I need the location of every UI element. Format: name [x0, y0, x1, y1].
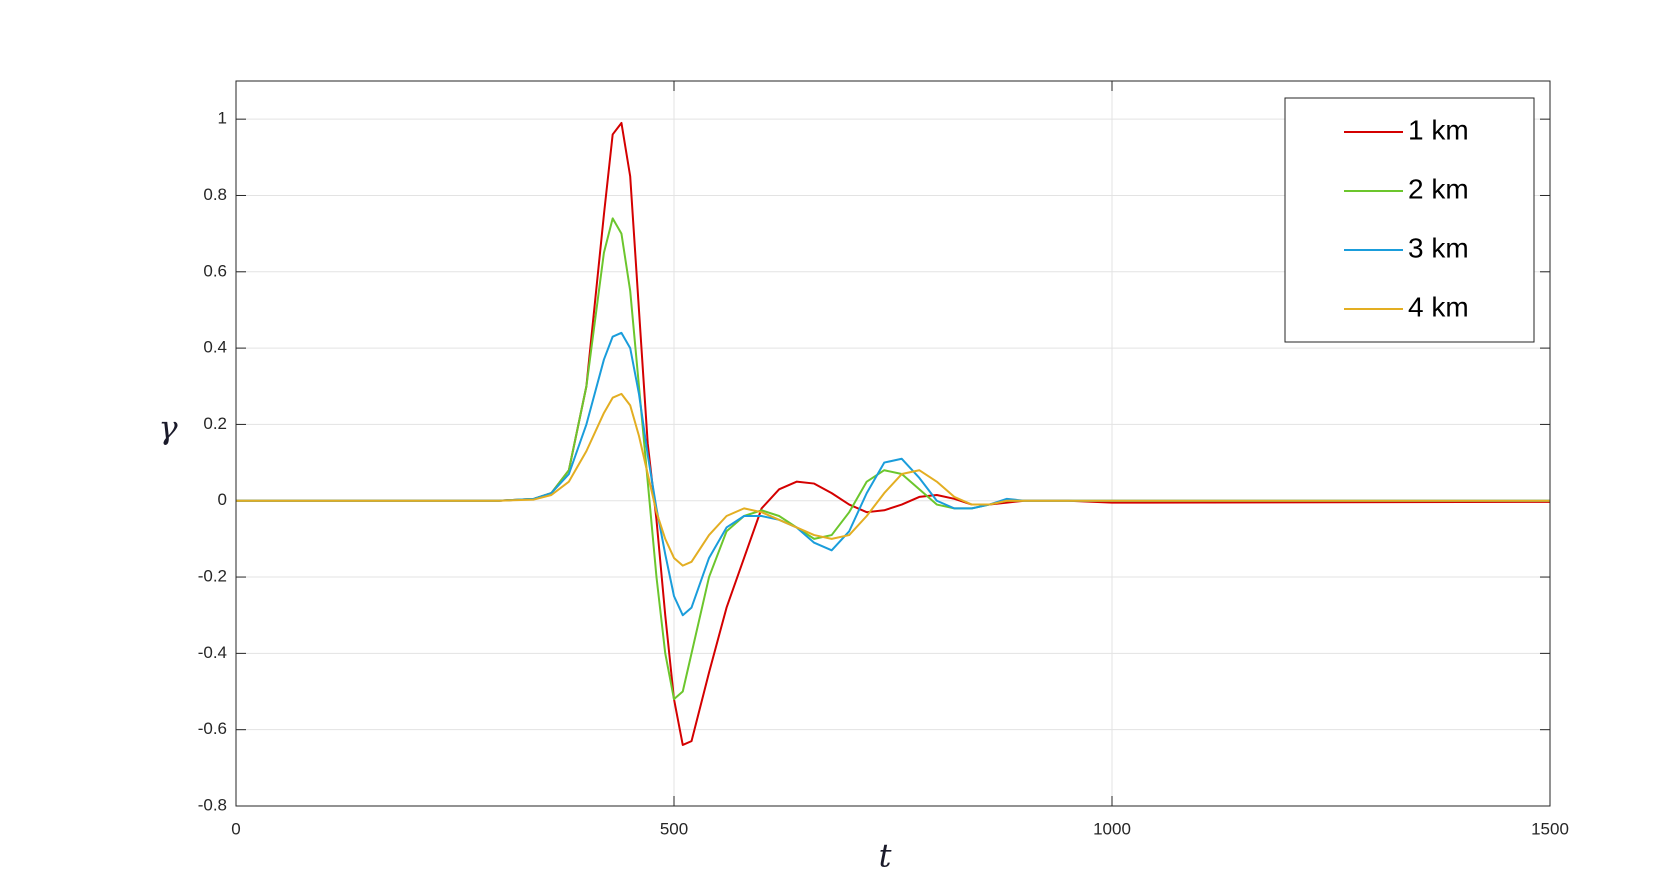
y-tick-label: 0.6	[203, 261, 227, 280]
x-tick-label: 0	[231, 819, 240, 838]
x-tick-label: 1500	[1531, 819, 1569, 838]
y-tick-label: -0.8	[198, 795, 227, 814]
plot-frame	[235, 80, 1551, 807]
y-tick-label: 0	[218, 490, 227, 509]
legend-label: 2 km	[1408, 173, 1469, 204]
y-tick-label: 0.4	[203, 338, 227, 357]
y-axis-label: γ	[158, 409, 178, 447]
y-tick-label: -0.2	[198, 567, 227, 586]
x-axis-label: t	[879, 837, 892, 875]
legend-label: 3 km	[1408, 232, 1469, 263]
legend-box	[1284, 97, 1535, 343]
legend-label: 4 km	[1408, 291, 1469, 322]
y-tick-label: 0.2	[203, 414, 227, 433]
legend-label: 1 km	[1408, 114, 1469, 145]
y-tick-label: -0.4	[198, 643, 227, 662]
y-tick-label: 1	[218, 109, 227, 128]
data-line	[236, 331, 1550, 617]
y-tick-label: 0.8	[203, 185, 227, 204]
x-tick-label: 1000	[1093, 819, 1131, 838]
x-tick-label: 500	[660, 819, 688, 838]
data-line	[236, 392, 1550, 567]
y-tick-label: -0.6	[198, 719, 227, 738]
